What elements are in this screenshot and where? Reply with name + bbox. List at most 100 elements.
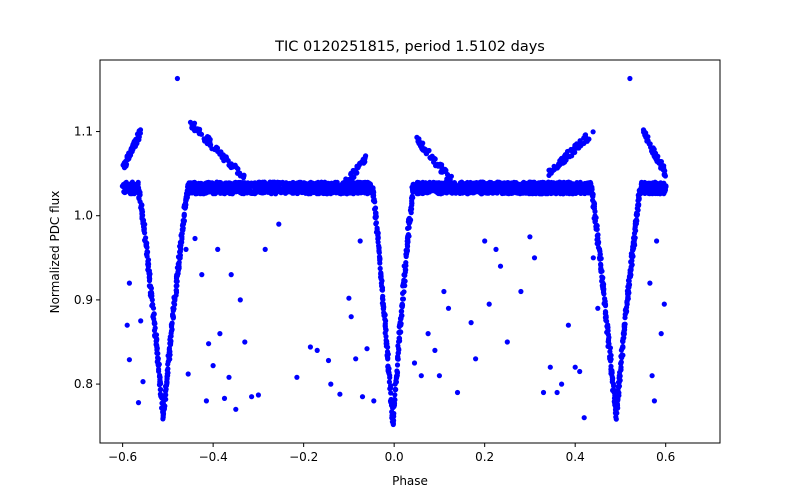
data-point (618, 359, 624, 365)
data-point (169, 320, 175, 326)
data-point (592, 208, 598, 215)
data-point (157, 372, 163, 378)
data-point (182, 202, 188, 208)
data-point (150, 312, 156, 319)
data-point (628, 266, 634, 273)
data-point (135, 181, 141, 187)
data-point (392, 392, 398, 398)
data-point (187, 119, 194, 125)
data-point (152, 325, 158, 331)
data-point (143, 242, 149, 248)
data-point (414, 134, 420, 140)
data-point (377, 265, 383, 272)
data-point (307, 344, 313, 350)
data-point (599, 268, 605, 274)
data-point (622, 324, 628, 330)
data-point (441, 288, 447, 295)
data-point (577, 142, 583, 148)
data-point (173, 289, 180, 295)
data-point (147, 284, 153, 290)
data-point (405, 232, 411, 238)
data-point (217, 331, 223, 337)
data-point (383, 333, 389, 339)
data-point (586, 136, 592, 142)
data-point (622, 315, 628, 321)
data-point (497, 263, 504, 269)
x-tick-label: −0.2 (289, 450, 318, 464)
data-point (175, 267, 181, 273)
data-point (399, 303, 405, 309)
data-point (623, 310, 629, 316)
data-point (384, 341, 390, 347)
data-point (217, 151, 223, 157)
data-point (616, 375, 622, 381)
data-point (624, 304, 630, 310)
data-point (592, 213, 598, 219)
data-point (493, 246, 499, 252)
data-point (627, 271, 634, 277)
data-point (126, 357, 132, 363)
data-point (233, 406, 239, 412)
data-point (602, 298, 608, 304)
data-point (627, 75, 633, 82)
data-point (608, 352, 614, 358)
data-point (126, 280, 132, 286)
plot-frame (99, 59, 721, 444)
data-point (590, 255, 596, 261)
data-point (359, 394, 366, 400)
data-point (630, 239, 636, 245)
data-point (184, 191, 190, 197)
data-point (613, 414, 619, 420)
data-point (633, 221, 640, 227)
data-point (145, 258, 151, 264)
data-point (198, 131, 205, 137)
data-point (337, 391, 343, 397)
data-point (404, 250, 410, 256)
data-point (160, 408, 166, 414)
data-point (397, 330, 403, 336)
data-point (603, 310, 609, 316)
data-point (166, 350, 173, 356)
data-point (203, 398, 209, 404)
data-point (401, 289, 407, 295)
data-point (661, 301, 667, 307)
data-point (625, 290, 631, 296)
data-point (647, 280, 653, 286)
data-point (394, 362, 401, 368)
data-point (605, 339, 611, 345)
data-point (179, 223, 186, 229)
data-point (221, 395, 228, 401)
data-point (226, 374, 232, 380)
data-point (600, 280, 606, 286)
data-point (177, 248, 183, 254)
data-point (531, 255, 538, 261)
data-point (206, 341, 212, 347)
data-point (398, 322, 404, 328)
data-point (199, 272, 205, 278)
data-point (364, 346, 370, 352)
data-point (454, 389, 461, 396)
data-point (445, 305, 452, 311)
data-point (630, 244, 636, 250)
data-point (605, 325, 611, 331)
data-point (165, 373, 171, 379)
data-point (375, 236, 381, 242)
data-point (636, 196, 642, 202)
data-point (204, 134, 211, 140)
data-point (388, 399, 394, 405)
data-point (392, 387, 398, 393)
data-point (564, 152, 570, 158)
x-tick-label: 0.4 (566, 450, 585, 464)
data-point (294, 374, 300, 380)
data-point (400, 296, 406, 302)
data-point (276, 221, 282, 227)
data-point (621, 331, 627, 337)
data-point (179, 239, 185, 245)
data-point (405, 239, 411, 245)
data-point (547, 168, 553, 174)
data-point (629, 253, 635, 259)
data-point (398, 308, 404, 314)
data-point (661, 172, 667, 178)
data-point (210, 363, 216, 369)
data-point (158, 386, 164, 393)
